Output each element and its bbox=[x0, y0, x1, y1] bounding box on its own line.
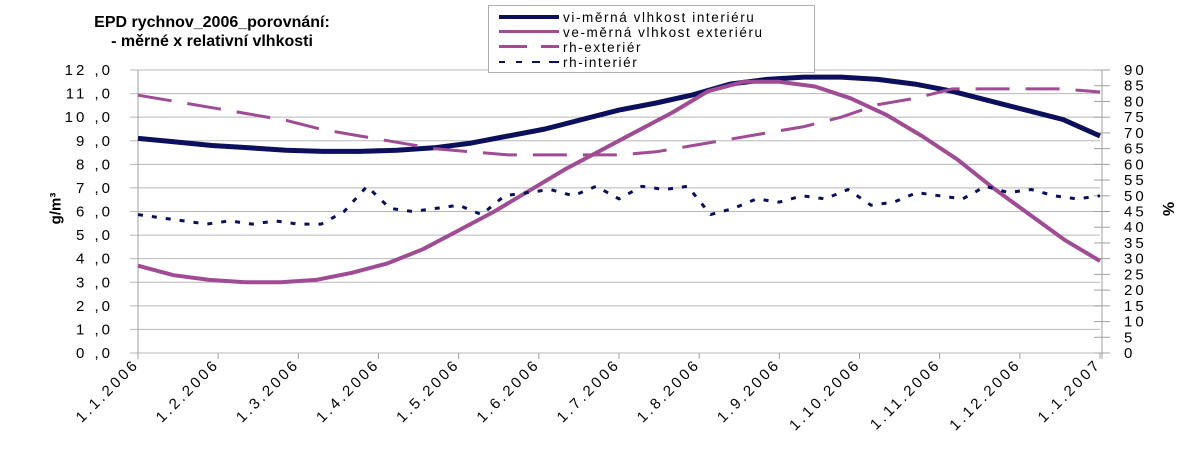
legend-label: rh-exteriér bbox=[563, 39, 643, 55]
y2-tick-label: 55 bbox=[1124, 172, 1147, 189]
legend-item-rh-ext: rh-exteriér bbox=[499, 39, 642, 55]
legend-item-rh-int: rh-interiér bbox=[499, 54, 638, 70]
y2-tick-label: 10 bbox=[1124, 314, 1147, 331]
legend-swatch-short-dash-navy-icon bbox=[499, 57, 559, 67]
y2-tick-label: 85 bbox=[1124, 78, 1147, 95]
legend-item-vi: vi-měrná vlhkost interiéru bbox=[499, 9, 755, 25]
y2-tick-label: 5 bbox=[1124, 329, 1135, 346]
x-tick-label: 1.4.2006 bbox=[313, 356, 383, 426]
y2-tick-label: 20 bbox=[1124, 282, 1147, 299]
y-tick-label: 7 ,0 bbox=[76, 180, 113, 197]
y-tick-label: 12 ,0 bbox=[65, 62, 113, 79]
legend-swatch-long-dash-magenta-icon bbox=[499, 42, 559, 52]
y-axis-right-label: % bbox=[1159, 201, 1177, 217]
series-vi-line bbox=[137, 74, 1102, 154]
x-tick-label: 1.7.2006 bbox=[554, 356, 624, 426]
y-tick-label: 0 ,0 bbox=[76, 345, 113, 362]
x-tick-label: 1.11.2006 bbox=[867, 356, 945, 434]
y-tick-label: 3 ,0 bbox=[76, 274, 113, 291]
y2-tick-label: 60 bbox=[1124, 156, 1147, 173]
y-tick-label: 4 ,0 bbox=[76, 251, 113, 268]
x-tick-label: 1.12.2006 bbox=[946, 356, 1024, 434]
legend-label: ve-měrná vlhkost exteriéru bbox=[563, 24, 764, 40]
y-tick-label: 9 ,0 bbox=[76, 133, 113, 150]
y2-tick-label: 30 bbox=[1124, 251, 1147, 268]
legend-swatch-solid-magenta-icon bbox=[499, 27, 559, 37]
series-ve-line bbox=[137, 79, 1102, 285]
legend: vi-měrná vlhkost interiéru ve-měrná vlhk… bbox=[488, 5, 815, 73]
x-tick-label: 1.5.2006 bbox=[393, 356, 463, 426]
y2-tick-label: 15 bbox=[1124, 298, 1147, 315]
y-tick-label: 5 ,0 bbox=[76, 227, 113, 244]
x-tick-label: 1.2.2006 bbox=[153, 356, 223, 426]
y2-tick-label: 50 bbox=[1124, 188, 1147, 205]
y-tick-label: 8 ,0 bbox=[76, 156, 113, 173]
y-tick-label: 1 ,0 bbox=[76, 321, 113, 338]
series-rh-ext-line bbox=[137, 87, 1101, 157]
x-tick-label: 1.1.2006 bbox=[73, 356, 143, 426]
x-tick-label: 1.1.2007 bbox=[1035, 356, 1105, 426]
y2-tick-label: 75 bbox=[1124, 109, 1147, 126]
legend-item-ve: ve-měrná vlhkost exteriéru bbox=[499, 24, 764, 40]
y-tick-label: 11 ,0 bbox=[66, 86, 113, 103]
y2-tick-label: 40 bbox=[1124, 219, 1147, 236]
y2-tick-label: 35 bbox=[1124, 235, 1147, 252]
y2-tick-label: 90 bbox=[1124, 62, 1147, 79]
y2-tick-label: 70 bbox=[1124, 125, 1147, 142]
y-axis-left-label: g/m³ bbox=[47, 192, 65, 225]
x-tick-label: 1.3.2006 bbox=[233, 356, 303, 426]
y2-tick-label: 80 bbox=[1124, 93, 1147, 110]
chart-subtitle: - měrné x relativní vlhkosti bbox=[111, 33, 313, 50]
x-tick-label: 1.8.2006 bbox=[634, 356, 704, 426]
x-tick-label: 1.6.2006 bbox=[473, 356, 543, 426]
legend-swatch-solid-thick-navy-icon bbox=[499, 12, 559, 22]
y-tick-label: 10 ,0 bbox=[65, 109, 113, 126]
x-tick-label: 1.10.2006 bbox=[786, 356, 864, 434]
series-rh-int-line bbox=[137, 184, 1101, 226]
chart-title: EPD rychnov_2006_porovnání: - měrné x re… bbox=[62, 13, 362, 51]
x-tick-label: 1.9.2006 bbox=[714, 356, 784, 426]
y-tick-label: 6 ,0 bbox=[76, 204, 113, 221]
legend-label: rh-interiér bbox=[563, 54, 639, 70]
y2-tick-label: 0 bbox=[1124, 345, 1135, 362]
y2-tick-label: 45 bbox=[1124, 204, 1147, 221]
y2-tick-label: 65 bbox=[1124, 141, 1147, 158]
y2-tick-label: 25 bbox=[1124, 266, 1147, 283]
y-tick-label: 2 ,0 bbox=[76, 298, 113, 315]
legend-label: vi-měrná vlhkost interiéru bbox=[563, 9, 756, 25]
chart-title-line1: EPD rychnov_2006_porovnání: bbox=[94, 14, 330, 31]
